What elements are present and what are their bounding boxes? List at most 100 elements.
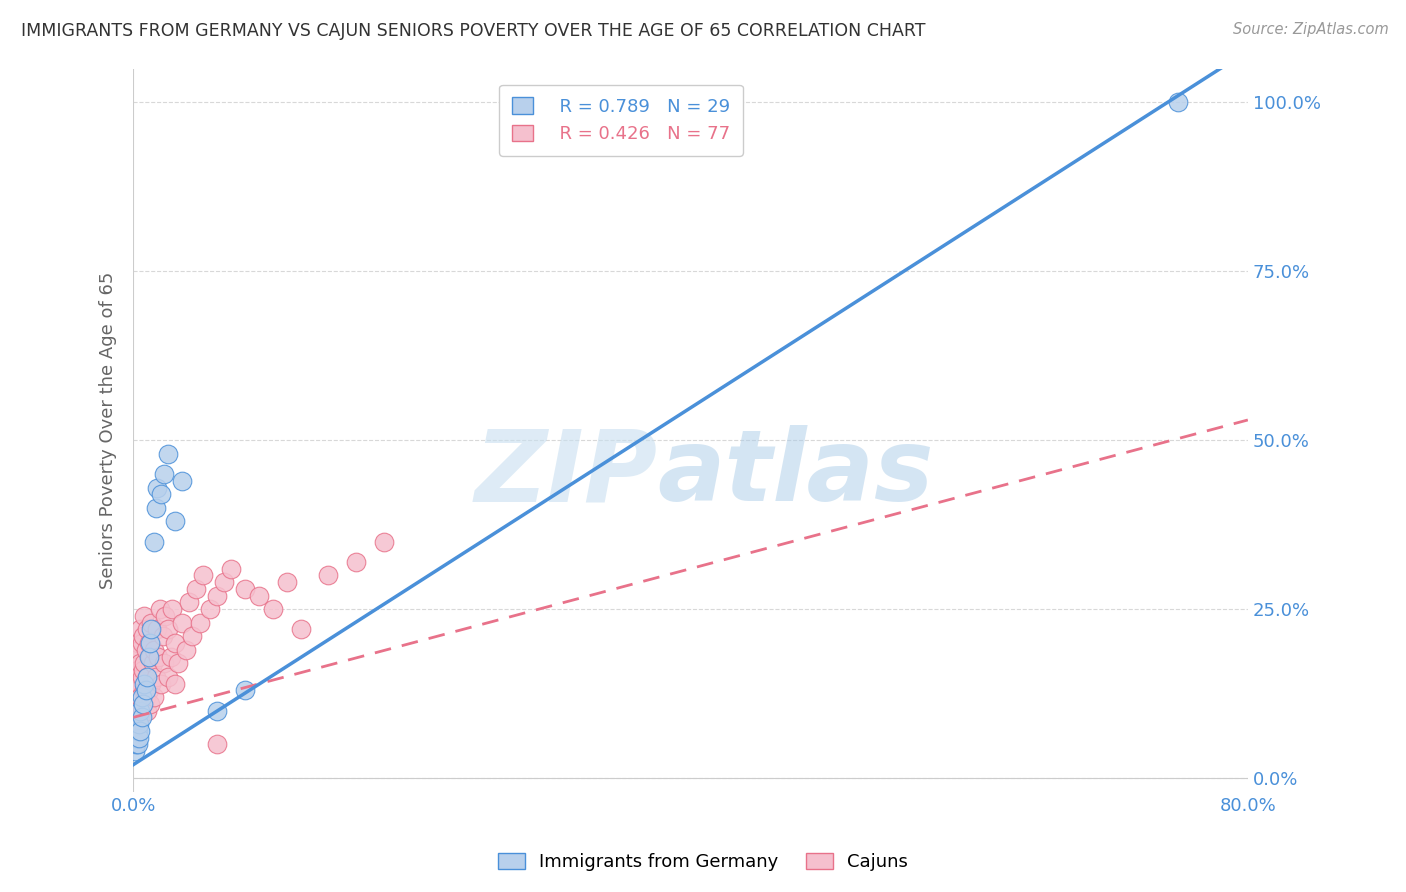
Point bbox=[157, 670, 180, 684]
Point bbox=[145, 500, 167, 515]
Point bbox=[124, 690, 146, 704]
Point bbox=[165, 676, 187, 690]
Point bbox=[127, 723, 149, 738]
Point bbox=[160, 649, 183, 664]
Point bbox=[318, 568, 340, 582]
Point bbox=[157, 623, 180, 637]
Point bbox=[134, 683, 156, 698]
Point bbox=[131, 636, 153, 650]
Point bbox=[247, 589, 270, 603]
Point bbox=[127, 683, 149, 698]
Point bbox=[150, 487, 173, 501]
Point bbox=[125, 738, 148, 752]
Text: IMMIGRANTS FROM GERMANY VS CAJUN SENIORS POVERTY OVER THE AGE OF 65 CORRELATION : IMMIGRANTS FROM GERMANY VS CAJUN SENIORS… bbox=[21, 22, 925, 40]
Point bbox=[122, 704, 145, 718]
Point bbox=[155, 609, 177, 624]
Point bbox=[1167, 95, 1189, 110]
Text: Source: ZipAtlas.com: Source: ZipAtlas.com bbox=[1233, 22, 1389, 37]
Point bbox=[174, 642, 197, 657]
Point bbox=[172, 474, 194, 488]
Point bbox=[177, 595, 200, 609]
Point bbox=[129, 657, 152, 671]
Point bbox=[124, 670, 146, 684]
Point bbox=[134, 657, 156, 671]
Point bbox=[138, 683, 160, 698]
Point bbox=[129, 710, 152, 724]
Point bbox=[128, 642, 150, 657]
Point bbox=[132, 697, 155, 711]
Point bbox=[138, 649, 160, 664]
Point bbox=[135, 642, 157, 657]
Point bbox=[143, 534, 166, 549]
Point bbox=[150, 676, 173, 690]
Point bbox=[131, 704, 153, 718]
Point bbox=[172, 615, 194, 630]
Point bbox=[125, 710, 148, 724]
Point bbox=[233, 683, 256, 698]
Point bbox=[205, 589, 228, 603]
Point bbox=[162, 602, 184, 616]
Point bbox=[124, 744, 146, 758]
Point bbox=[128, 717, 150, 731]
Point bbox=[134, 676, 156, 690]
Point bbox=[191, 568, 214, 582]
Point bbox=[146, 623, 169, 637]
Point bbox=[165, 514, 187, 528]
Point bbox=[276, 575, 298, 590]
Point bbox=[148, 649, 170, 664]
Point bbox=[125, 697, 148, 711]
Point bbox=[205, 738, 228, 752]
Point bbox=[134, 609, 156, 624]
Point bbox=[125, 676, 148, 690]
Point bbox=[136, 623, 159, 637]
Point bbox=[212, 575, 235, 590]
Point bbox=[141, 676, 163, 690]
Point bbox=[180, 629, 202, 643]
Y-axis label: Seniors Poverty Over the Age of 65: Seniors Poverty Over the Age of 65 bbox=[100, 271, 117, 589]
Point bbox=[129, 723, 152, 738]
Point bbox=[124, 717, 146, 731]
Text: ZIP: ZIP bbox=[474, 425, 657, 522]
Point bbox=[167, 657, 190, 671]
Point bbox=[139, 649, 162, 664]
Point bbox=[128, 676, 150, 690]
Point bbox=[262, 602, 284, 616]
Point bbox=[188, 615, 211, 630]
Point bbox=[153, 657, 176, 671]
Point bbox=[157, 447, 180, 461]
Point bbox=[132, 629, 155, 643]
Point bbox=[127, 636, 149, 650]
Point bbox=[198, 602, 221, 616]
Point bbox=[233, 582, 256, 596]
Point bbox=[129, 623, 152, 637]
Point bbox=[132, 663, 155, 677]
Point bbox=[141, 615, 163, 630]
Point bbox=[165, 636, 187, 650]
Point bbox=[138, 636, 160, 650]
Point bbox=[184, 582, 207, 596]
Point bbox=[139, 697, 162, 711]
Point bbox=[141, 623, 163, 637]
Point bbox=[373, 534, 395, 549]
Text: atlas: atlas bbox=[657, 425, 934, 522]
Point bbox=[136, 670, 159, 684]
Point bbox=[139, 636, 162, 650]
Point bbox=[219, 562, 242, 576]
Point bbox=[128, 697, 150, 711]
Point bbox=[205, 704, 228, 718]
Point bbox=[143, 642, 166, 657]
Point bbox=[127, 704, 149, 718]
Point bbox=[153, 467, 176, 481]
Point bbox=[344, 555, 367, 569]
Point bbox=[131, 710, 153, 724]
Point bbox=[145, 670, 167, 684]
Point bbox=[135, 690, 157, 704]
Point bbox=[142, 657, 165, 671]
Point bbox=[136, 704, 159, 718]
Point bbox=[149, 602, 172, 616]
Point bbox=[146, 481, 169, 495]
Point bbox=[132, 697, 155, 711]
Point bbox=[128, 731, 150, 745]
Point bbox=[125, 649, 148, 664]
Point bbox=[135, 683, 157, 698]
